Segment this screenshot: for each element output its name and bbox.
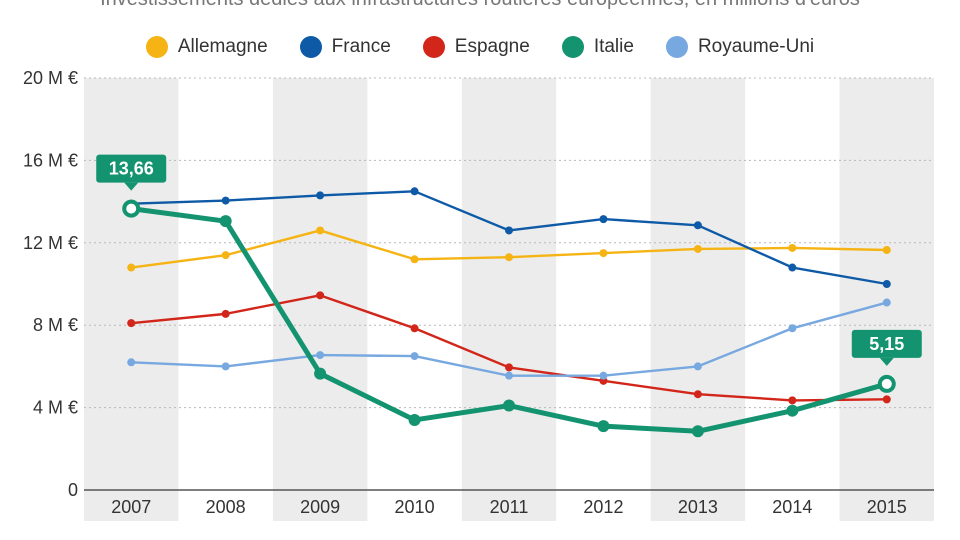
data-point — [505, 371, 513, 380]
legend-label: Italie — [593, 36, 634, 57]
data-point — [503, 399, 515, 412]
legend-item-italie: Italie — [561, 36, 634, 58]
data-point — [316, 351, 325, 360]
data-point — [693, 362, 702, 371]
legend-label: Espagne — [454, 36, 530, 57]
data-point — [219, 215, 232, 228]
series-royaume-uni — [127, 298, 891, 380]
data-point — [410, 255, 419, 264]
y-tick-label: 16 M € — [23, 150, 78, 170]
legend-item-espagne: Espagne — [422, 36, 530, 58]
y-tick-label: 8 M € — [33, 315, 78, 335]
series-france — [127, 187, 891, 288]
data-point — [788, 263, 797, 272]
column-band — [272, 78, 368, 521]
data-point — [599, 371, 608, 380]
value-callouts: 13,66 5,15 — [96, 154, 922, 366]
data-point — [410, 324, 419, 333]
legend-swatch — [665, 36, 688, 58]
chart-legend: Allemagne France Espagne Italie Royaume-Uni — [0, 36, 960, 58]
y-axis-ticks: 0 4 M € 8 M € 12 M € 16 M € 20 M € — [23, 68, 78, 500]
data-point — [316, 226, 325, 235]
legend-swatch — [299, 36, 322, 58]
legend-label: Royaume-Uni — [697, 36, 815, 57]
data-point — [788, 324, 797, 333]
value-callout: 13,66 — [96, 154, 167, 191]
data-point — [221, 309, 230, 318]
data-point — [693, 390, 702, 399]
data-point — [505, 226, 513, 235]
legend-swatch — [561, 36, 584, 58]
x-tick-label: 2015 — [867, 497, 907, 517]
data-point — [788, 396, 797, 405]
x-tick-label: 2010 — [395, 497, 435, 517]
column-band — [461, 78, 557, 521]
data-point — [221, 196, 230, 205]
legend-item-france: France — [299, 36, 391, 58]
legend-swatch — [422, 36, 445, 58]
y-tick-label: 12 M € — [23, 233, 78, 253]
data-point — [127, 263, 136, 272]
data-point — [786, 404, 799, 417]
data-point — [597, 420, 610, 433]
data-point — [127, 358, 136, 367]
data-point — [693, 244, 702, 253]
data-point — [877, 374, 896, 393]
alternating-column-bands — [84, 78, 934, 521]
y-tick-label: 4 M € — [33, 398, 78, 418]
x-tick-label: 2011 — [490, 497, 529, 517]
callout-label: 13,66 — [109, 159, 154, 179]
legend-swatch — [145, 36, 168, 58]
y-tick-label: 0 — [68, 480, 78, 500]
x-tick-label: 2008 — [206, 497, 246, 517]
callout-label: 5,15 — [869, 334, 904, 354]
chart-subtitle: Investissements dédiés aux infrastructur… — [0, 0, 960, 11]
data-point — [788, 243, 797, 252]
data-point — [410, 352, 419, 361]
data-point — [882, 280, 891, 288]
legend-label: Allemagne — [177, 36, 268, 57]
y-tick-label: 20 M € — [23, 68, 78, 88]
data-point — [882, 298, 891, 307]
column-band — [650, 78, 746, 521]
column-band — [84, 78, 179, 521]
data-point — [316, 191, 325, 200]
data-point — [693, 221, 702, 230]
legend-item-royaume-uni: Royaume-Uni — [665, 36, 815, 58]
series-lines — [122, 187, 896, 438]
data-point — [314, 367, 327, 380]
data-point — [882, 246, 891, 255]
data-point — [599, 249, 608, 258]
callout-pointer — [124, 182, 139, 191]
series-espagne — [127, 291, 891, 405]
series-italie — [122, 199, 896, 438]
value-callout: 5,15 — [851, 329, 922, 366]
data-point — [122, 199, 141, 218]
x-tick-label: 2012 — [583, 497, 623, 517]
data-point — [505, 363, 513, 372]
data-point — [691, 425, 704, 438]
data-point — [599, 215, 608, 224]
data-point — [221, 362, 230, 371]
legend-item-allemagne: Allemagne — [145, 36, 268, 58]
data-point — [408, 413, 421, 426]
data-point — [882, 395, 891, 404]
legend-label: France — [331, 36, 391, 57]
x-tick-label: 2014 — [772, 497, 812, 517]
data-point — [221, 251, 230, 260]
data-point — [316, 291, 325, 300]
x-tick-label: 2013 — [678, 497, 718, 517]
callout-pointer — [879, 357, 894, 366]
x-axis-ticks: 2007 2008 2009 2010 2011 2012 2013 2014 2015 — [111, 497, 907, 517]
x-tick-label: 2009 — [300, 497, 340, 517]
x-tick-label: 2007 — [111, 497, 151, 517]
callout-box — [851, 329, 922, 358]
callout-box — [96, 154, 167, 183]
data-point — [127, 319, 136, 328]
data-point — [410, 187, 419, 196]
data-point — [505, 253, 513, 262]
series-allemagne — [127, 226, 891, 272]
